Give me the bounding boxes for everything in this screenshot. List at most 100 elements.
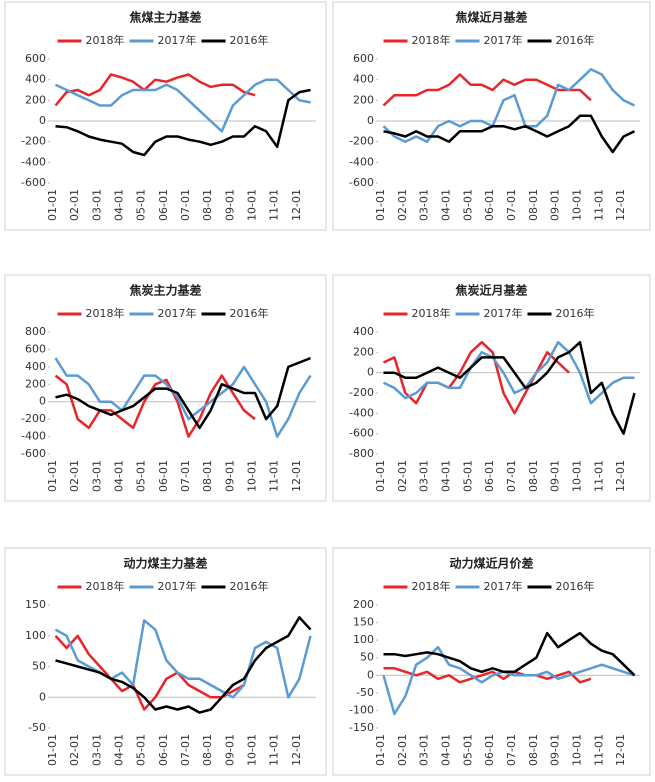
y-tick-label: -200 xyxy=(349,386,374,399)
series-line xyxy=(55,356,311,430)
x-tick-label: 07-01 xyxy=(179,189,192,221)
x-tick-label: 04-01 xyxy=(440,734,453,766)
x-tick-label: 01-01 xyxy=(46,734,59,766)
x-tick-label: 12-01 xyxy=(290,189,303,221)
x-tick-label: 05-01 xyxy=(461,734,474,766)
x-tick-label: 04-01 xyxy=(440,460,453,492)
x-tick-label: 11-01 xyxy=(268,734,281,766)
x-tick-label: 06-01 xyxy=(483,189,496,221)
y-tick-label: -200 xyxy=(21,412,46,425)
y-tick-label: 100 xyxy=(353,633,374,646)
series-line xyxy=(55,88,311,157)
chart-title: 焦煤主力基差 xyxy=(128,10,201,25)
x-tick-label: 10-01 xyxy=(571,189,584,221)
series-line xyxy=(383,631,636,677)
legend-label: 2018年 xyxy=(86,306,125,320)
x-tick-label: 06-01 xyxy=(157,734,170,766)
y-tick-label: 200 xyxy=(353,598,374,611)
legend-label: 2018年 xyxy=(412,579,451,593)
x-tick-label: 02-01 xyxy=(68,460,81,492)
series-line xyxy=(383,667,592,684)
y-tick-label: -50 xyxy=(28,721,46,734)
series-line xyxy=(55,616,312,714)
x-tick-label: 01-01 xyxy=(374,189,387,221)
y-tick-label: 400 xyxy=(353,73,374,86)
x-tick-label: 11-01 xyxy=(592,734,605,766)
x-tick-label: 10-01 xyxy=(246,460,259,492)
x-tick-label: 03-01 xyxy=(90,189,103,221)
x-tick-label: 03-01 xyxy=(418,460,431,492)
x-tick-label: 12-01 xyxy=(290,734,303,766)
y-tick-label: 0 xyxy=(39,690,46,703)
x-tick-label: 02-01 xyxy=(396,734,409,766)
x-tick-label: 05-01 xyxy=(135,189,148,221)
chart-frame xyxy=(4,274,327,502)
x-tick-label: 07-01 xyxy=(505,189,518,221)
legend-label: 2018年 xyxy=(86,579,125,593)
legend-label: 2016年 xyxy=(556,306,595,320)
x-tick-label: 08-01 xyxy=(201,734,214,766)
legend-label: 2018年 xyxy=(412,306,451,320)
x-tick-label: 12-01 xyxy=(614,460,627,492)
y-tick-label: 150 xyxy=(353,616,374,629)
x-tick-label: 01-01 xyxy=(46,460,59,492)
x-tick-label: 11-01 xyxy=(268,189,281,221)
y-tick-label: 400 xyxy=(25,360,46,373)
x-tick-label: 04-01 xyxy=(440,189,453,221)
x-tick-label: 09-01 xyxy=(223,734,236,766)
series-line xyxy=(54,73,256,107)
y-tick-label: -600 xyxy=(21,176,46,189)
chart-title: 焦炭主力基差 xyxy=(128,283,201,298)
chart-frame xyxy=(332,547,651,776)
x-tick-label: 03-01 xyxy=(418,189,431,221)
y-tick-label: 0 xyxy=(367,668,374,681)
x-tick-label: 04-01 xyxy=(113,460,126,492)
legend-label: 2017年 xyxy=(484,33,523,47)
y-tick-label: 200 xyxy=(25,377,46,390)
x-tick-label: 01-01 xyxy=(374,460,387,492)
x-tick-label: 10-01 xyxy=(571,460,584,492)
y-tick-label: -150 xyxy=(349,721,374,734)
x-tick-label: 10-01 xyxy=(246,189,259,221)
y-tick-label: -50 xyxy=(356,686,374,699)
x-tick-label: 08-01 xyxy=(527,734,540,766)
x-tick-label: 12-01 xyxy=(614,189,627,221)
y-tick-label: 800 xyxy=(25,325,46,338)
x-tick-label: 09-01 xyxy=(549,189,562,221)
y-tick-label: 150 xyxy=(25,598,46,611)
series-line xyxy=(382,68,636,143)
series-line xyxy=(383,340,636,435)
y-tick-label: -400 xyxy=(349,406,374,419)
legend-label: 2016年 xyxy=(230,579,269,593)
y-tick-label: -200 xyxy=(349,135,374,148)
x-tick-label: 11-01 xyxy=(268,460,281,492)
x-tick-label: 03-01 xyxy=(90,460,103,492)
chart-frame xyxy=(332,1,651,231)
x-tick-label: 10-01 xyxy=(571,734,584,766)
y-tick-label: 200 xyxy=(25,93,46,106)
chart-frame xyxy=(4,1,327,231)
y-tick-label: 100 xyxy=(25,629,46,642)
y-tick-label: 0 xyxy=(367,114,374,127)
x-tick-label: 06-01 xyxy=(483,734,496,766)
legend-label: 2017年 xyxy=(484,306,523,320)
y-tick-label: 200 xyxy=(353,93,374,106)
x-tick-label: 07-01 xyxy=(505,734,518,766)
legend-label: 2017年 xyxy=(158,33,197,47)
x-tick-label: 11-01 xyxy=(592,189,605,221)
x-tick-label: 02-01 xyxy=(396,189,409,221)
legend-label: 2017年 xyxy=(158,306,197,320)
x-tick-label: 08-01 xyxy=(201,189,214,221)
y-tick-label: -100 xyxy=(349,703,374,716)
chart-frame xyxy=(332,274,651,502)
x-tick-label: 04-01 xyxy=(113,734,126,766)
y-tick-label: -600 xyxy=(21,447,46,460)
x-tick-label: 08-01 xyxy=(527,189,540,221)
series-line xyxy=(54,78,311,133)
x-tick-label: 04-01 xyxy=(113,189,126,221)
y-tick-label: -400 xyxy=(349,155,374,168)
x-tick-label: 03-01 xyxy=(418,734,431,766)
y-tick-label: 200 xyxy=(353,345,374,358)
